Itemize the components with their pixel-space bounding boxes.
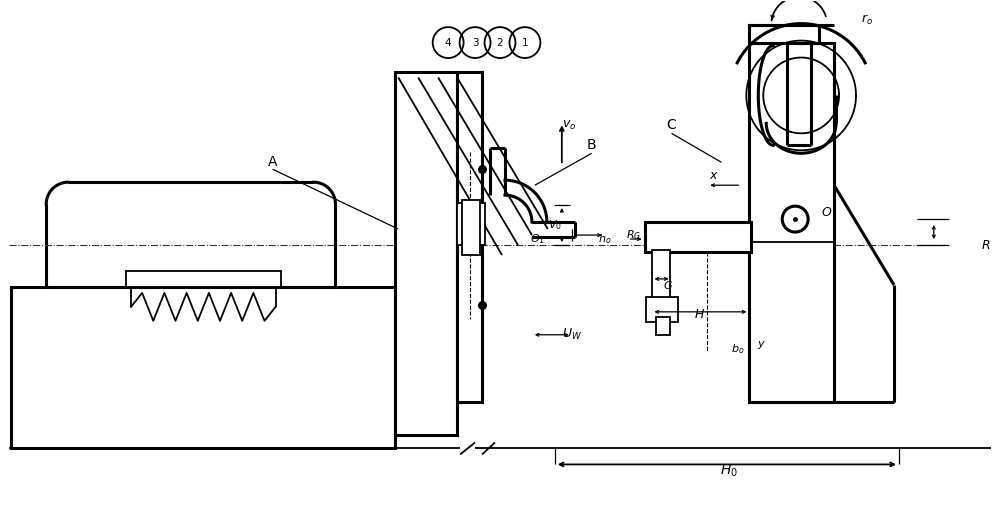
Text: B: B [587,138,597,152]
Text: 3: 3 [472,38,478,48]
Bar [646,297,678,322]
Bar [462,200,480,255]
Bar [395,73,457,434]
Text: $v_o$: $v_o$ [562,119,576,132]
Bar [457,73,482,402]
Text: A: A [268,155,277,169]
Bar [457,203,485,245]
Bar [11,287,395,449]
Bar [126,271,281,287]
Text: $h_o$: $h_o$ [598,232,611,246]
Text: 1: 1 [522,38,528,48]
Text: $b_o$: $b_o$ [731,342,744,355]
Text: $O_1$: $O_1$ [530,232,545,246]
Text: $r_o$: $r_o$ [861,13,873,27]
Text: C: C [667,118,676,132]
Text: $G$: $G$ [663,279,673,291]
Text: $H$: $H$ [694,308,705,321]
Bar [652,250,670,312]
Bar [749,25,819,43]
Text: $V_0$: $V_0$ [548,218,562,232]
Text: $x$: $x$ [709,169,719,182]
Text: 2: 2 [497,38,503,48]
Bar [645,222,751,252]
Bar [656,317,670,335]
Bar [749,43,834,402]
Text: $y$: $y$ [757,339,766,351]
Text: $R$: $R$ [981,238,990,251]
Text: $O$: $O$ [821,206,832,219]
Text: 4: 4 [445,38,451,48]
Text: $R_G$: $R_G$ [626,228,642,242]
Text: $H_0$: $H_0$ [720,462,738,479]
Text: $U_W$: $U_W$ [562,327,582,342]
